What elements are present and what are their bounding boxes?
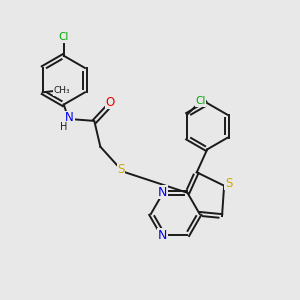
- Text: N: N: [65, 111, 74, 124]
- Text: Cl: Cl: [58, 32, 69, 42]
- Text: S: S: [118, 163, 125, 176]
- Text: S: S: [225, 176, 232, 190]
- Text: Cl: Cl: [195, 96, 206, 106]
- Text: N: N: [158, 186, 167, 199]
- Text: N: N: [158, 229, 167, 242]
- Text: O: O: [106, 96, 115, 109]
- Text: H: H: [60, 122, 68, 131]
- Text: CH₃: CH₃: [54, 86, 70, 95]
